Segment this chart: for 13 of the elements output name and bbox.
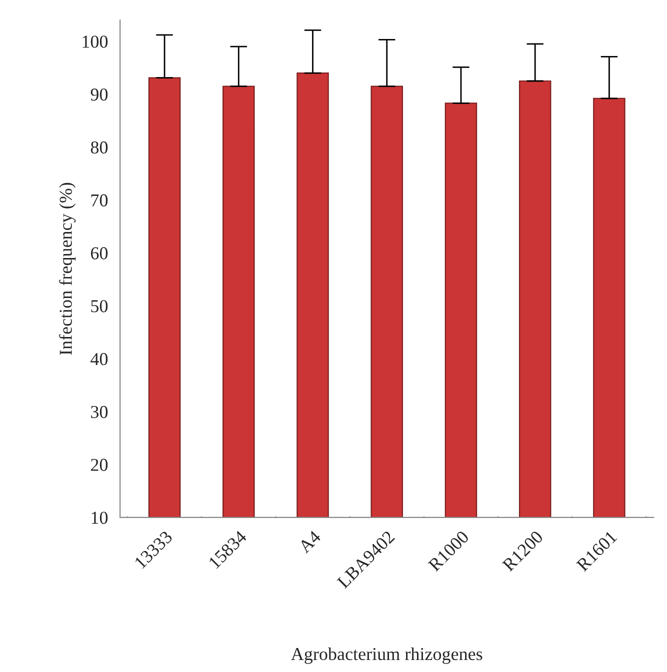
y-tick-label: 60 <box>90 247 108 260</box>
y-tick-label: 80 <box>90 141 108 154</box>
y-tick-label: 10 <box>92 512 108 524</box>
y-tick-label: 70 <box>91 194 108 206</box>
x-axis-title: Agrobacterium rhizogenes <box>291 647 482 664</box>
y-tick-label: 30 <box>91 406 108 418</box>
y-tick-label: 20 <box>90 458 108 471</box>
y-tick-label: 100 <box>82 36 108 48</box>
y-axis-title: Infection frequency (%) <box>59 182 76 355</box>
y-tick-label: 90 <box>90 88 108 101</box>
y-tick-label: 50 <box>91 300 108 312</box>
x-tick-label: A4 <box>298 530 322 554</box>
y-tick-label: 40 <box>90 352 108 366</box>
